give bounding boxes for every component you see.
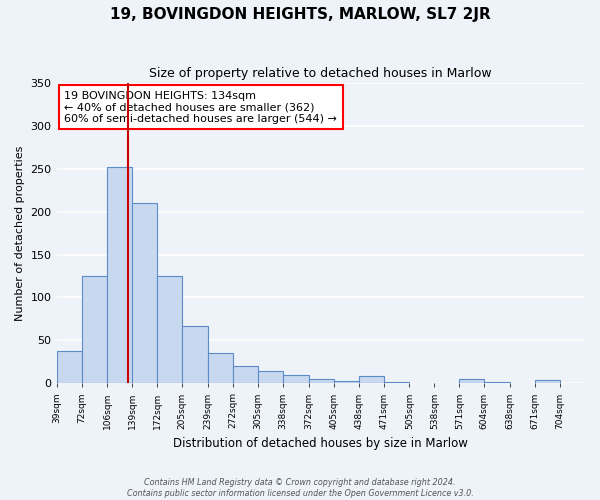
Y-axis label: Number of detached properties: Number of detached properties — [15, 146, 25, 321]
Bar — [334, 380, 359, 384]
Bar — [182, 326, 208, 384]
Bar — [383, 382, 409, 384]
Bar — [535, 380, 560, 384]
Bar — [157, 276, 182, 384]
Bar — [359, 376, 383, 384]
Bar — [132, 203, 157, 384]
Bar — [107, 167, 132, 384]
Bar — [484, 382, 510, 384]
Text: Contains HM Land Registry data © Crown copyright and database right 2024.
Contai: Contains HM Land Registry data © Crown c… — [127, 478, 473, 498]
Text: 19 BOVINGDON HEIGHTS: 134sqm
← 40% of detached houses are smaller (362)
60% of s: 19 BOVINGDON HEIGHTS: 134sqm ← 40% of de… — [64, 90, 337, 124]
Bar — [82, 276, 107, 384]
Bar — [460, 379, 484, 384]
Bar — [56, 350, 82, 384]
Title: Size of property relative to detached houses in Marlow: Size of property relative to detached ho… — [149, 68, 492, 80]
Bar — [283, 374, 308, 384]
X-axis label: Distribution of detached houses by size in Marlow: Distribution of detached houses by size … — [173, 437, 468, 450]
Bar — [258, 372, 283, 384]
Bar — [308, 379, 334, 384]
Bar — [233, 366, 258, 384]
Bar — [208, 353, 233, 384]
Text: 19, BOVINGDON HEIGHTS, MARLOW, SL7 2JR: 19, BOVINGDON HEIGHTS, MARLOW, SL7 2JR — [110, 8, 490, 22]
